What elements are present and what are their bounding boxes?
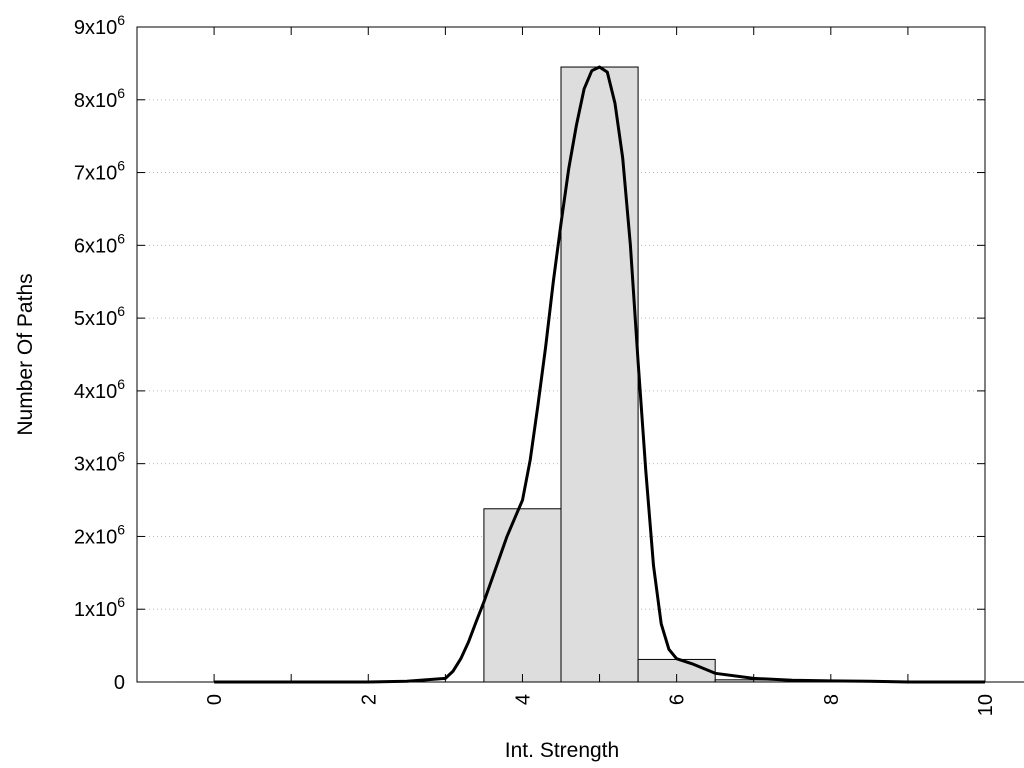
y-tick-label-0: 0 xyxy=(114,672,125,694)
y-tick-label-3: 3x106 xyxy=(74,449,125,476)
bar-4 xyxy=(483,508,562,683)
x-tick-label-1: 2 xyxy=(358,694,380,705)
y-tick-label-9: 9x106 xyxy=(74,12,125,39)
y-axis: 0 1x106 2x106 3x106 4x106 5x106 6x106 7x106 8x10… xyxy=(74,12,985,694)
y-tick-label-6: 6x106 xyxy=(74,230,125,257)
x-tick-label-4: 8 xyxy=(821,694,843,705)
plot-frame xyxy=(136,26,986,683)
x-tick-label-5: 10 xyxy=(975,694,997,716)
bar-5 xyxy=(560,66,639,683)
fit-curve-line xyxy=(214,65,985,684)
x-axis-title: Int. Strength xyxy=(505,739,619,762)
y-axis-title: Number Of Paths xyxy=(14,273,37,435)
y-tick-label-8: 8x106 xyxy=(74,85,125,112)
y-tick-label-7: 7x106 xyxy=(74,158,125,185)
y-tick-label-4: 4x106 xyxy=(74,376,125,403)
x-tick-label-0: 0 xyxy=(204,694,226,705)
y-tick-label-5: 5x106 xyxy=(74,303,125,330)
bars-group xyxy=(175,66,1024,683)
x-axis: 0 2 4 6 8 10 xyxy=(204,27,997,716)
y-tick-label-1: 1x106 xyxy=(74,594,125,621)
curve-group xyxy=(214,65,985,684)
y-tick-label-2: 2x106 xyxy=(74,521,125,548)
x-tick-label-2: 4 xyxy=(512,694,534,705)
x-tick-label-3: 6 xyxy=(667,694,689,705)
